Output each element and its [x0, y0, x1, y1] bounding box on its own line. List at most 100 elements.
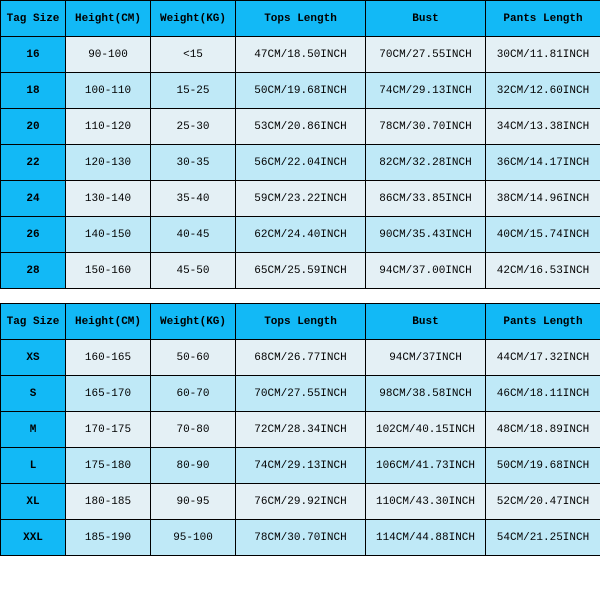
cell-weight: 50-60	[151, 340, 236, 376]
cell-tops: 72CM/28.34INCH	[236, 412, 366, 448]
size-table-1: Tag SizeHeight(CM)Weight(KG)Tops LengthB…	[0, 303, 600, 556]
cell-pants: 44CM/17.32INCH	[486, 340, 600, 376]
cell-tag: 24	[1, 181, 66, 217]
cell-bust: 82CM/32.28INCH	[366, 145, 486, 181]
table-row: L175-18080-9074CM/29.13INCH106CM/41.73IN…	[1, 448, 600, 484]
table-row: 1690-100<1547CM/18.50INCH70CM/27.55INCH3…	[1, 37, 600, 73]
cell-tag: XS	[1, 340, 66, 376]
cell-bust: 110CM/43.30INCH	[366, 484, 486, 520]
cell-height: 130-140	[66, 181, 151, 217]
table-row: 28150-16045-5065CM/25.59INCH94CM/37.00IN…	[1, 253, 600, 289]
cell-pants: 46CM/18.11INCH	[486, 376, 600, 412]
cell-tag: XXL	[1, 520, 66, 556]
cell-weight: 90-95	[151, 484, 236, 520]
cell-height: 160-165	[66, 340, 151, 376]
cell-tag: 20	[1, 109, 66, 145]
cell-weight: 60-70	[151, 376, 236, 412]
cell-tops: 53CM/20.86INCH	[236, 109, 366, 145]
cell-pants: 34CM/13.38INCH	[486, 109, 600, 145]
table-gap	[0, 289, 600, 303]
cell-tag: 28	[1, 253, 66, 289]
cell-weight: 70-80	[151, 412, 236, 448]
cell-pants: 54CM/21.25INCH	[486, 520, 600, 556]
cell-bust: 98CM/38.58INCH	[366, 376, 486, 412]
cell-tops: 70CM/27.55INCH	[236, 376, 366, 412]
column-header-pants: Pants Length	[486, 1, 600, 37]
cell-pants: 40CM/15.74INCH	[486, 217, 600, 253]
cell-weight: 15-25	[151, 73, 236, 109]
cell-tag: 18	[1, 73, 66, 109]
column-header-tops: Tops Length	[236, 1, 366, 37]
table-row: M170-17570-8072CM/28.34INCH102CM/40.15IN…	[1, 412, 600, 448]
table-row: 20110-12025-3053CM/20.86INCH78CM/30.70IN…	[1, 109, 600, 145]
table-row: XXL185-19095-10078CM/30.70INCH114CM/44.8…	[1, 520, 600, 556]
cell-bust: 74CM/29.13INCH	[366, 73, 486, 109]
size-table-0: Tag SizeHeight(CM)Weight(KG)Tops LengthB…	[0, 0, 600, 289]
cell-bust: 86CM/33.85INCH	[366, 181, 486, 217]
table-header-row: Tag SizeHeight(CM)Weight(KG)Tops LengthB…	[1, 1, 600, 37]
cell-tops: 76CM/29.92INCH	[236, 484, 366, 520]
table-row: S165-17060-7070CM/27.55INCH98CM/38.58INC…	[1, 376, 600, 412]
cell-height: 110-120	[66, 109, 151, 145]
cell-tops: 50CM/19.68INCH	[236, 73, 366, 109]
cell-pants: 38CM/14.96INCH	[486, 181, 600, 217]
cell-weight: 40-45	[151, 217, 236, 253]
cell-height: 170-175	[66, 412, 151, 448]
cell-tag: 16	[1, 37, 66, 73]
size-chart-container: Tag SizeHeight(CM)Weight(KG)Tops LengthB…	[0, 0, 600, 556]
cell-weight: 30-35	[151, 145, 236, 181]
cell-pants: 48CM/18.89INCH	[486, 412, 600, 448]
column-header-weight: Weight(KG)	[151, 304, 236, 340]
cell-tag: 26	[1, 217, 66, 253]
table-row: 22120-13030-3556CM/22.04INCH82CM/32.28IN…	[1, 145, 600, 181]
cell-height: 165-170	[66, 376, 151, 412]
cell-bust: 102CM/40.15INCH	[366, 412, 486, 448]
cell-weight: 80-90	[151, 448, 236, 484]
cell-bust: 90CM/35.43INCH	[366, 217, 486, 253]
cell-pants: 32CM/12.60INCH	[486, 73, 600, 109]
cell-bust: 94CM/37INCH	[366, 340, 486, 376]
cell-weight: <15	[151, 37, 236, 73]
cell-height: 120-130	[66, 145, 151, 181]
cell-tops: 78CM/30.70INCH	[236, 520, 366, 556]
table-row: XS160-16550-6068CM/26.77INCH94CM/37INCH4…	[1, 340, 600, 376]
cell-bust: 94CM/37.00INCH	[366, 253, 486, 289]
cell-bust: 114CM/44.88INCH	[366, 520, 486, 556]
cell-pants: 42CM/16.53INCH	[486, 253, 600, 289]
cell-height: 175-180	[66, 448, 151, 484]
cell-bust: 106CM/41.73INCH	[366, 448, 486, 484]
cell-weight: 95-100	[151, 520, 236, 556]
column-header-height: Height(CM)	[66, 304, 151, 340]
cell-height: 100-110	[66, 73, 151, 109]
column-header-tops: Tops Length	[236, 304, 366, 340]
cell-tops: 47CM/18.50INCH	[236, 37, 366, 73]
cell-weight: 45-50	[151, 253, 236, 289]
cell-bust: 70CM/27.55INCH	[366, 37, 486, 73]
column-header-weight: Weight(KG)	[151, 1, 236, 37]
cell-tops: 62CM/24.40INCH	[236, 217, 366, 253]
cell-pants: 52CM/20.47INCH	[486, 484, 600, 520]
cell-height: 185-190	[66, 520, 151, 556]
column-header-tag: Tag Size	[1, 1, 66, 37]
cell-tag: XL	[1, 484, 66, 520]
cell-pants: 36CM/14.17INCH	[486, 145, 600, 181]
column-header-pants: Pants Length	[486, 304, 600, 340]
cell-tag: 22	[1, 145, 66, 181]
cell-tag: M	[1, 412, 66, 448]
cell-tops: 65CM/25.59INCH	[236, 253, 366, 289]
table-row: 24130-14035-4059CM/23.22INCH86CM/33.85IN…	[1, 181, 600, 217]
cell-weight: 35-40	[151, 181, 236, 217]
column-header-bust: Bust	[366, 1, 486, 37]
cell-tops: 68CM/26.77INCH	[236, 340, 366, 376]
cell-pants: 50CM/19.68INCH	[486, 448, 600, 484]
table-row: 26140-15040-4562CM/24.40INCH90CM/35.43IN…	[1, 217, 600, 253]
cell-height: 180-185	[66, 484, 151, 520]
table-row: XL180-18590-9576CM/29.92INCH110CM/43.30I…	[1, 484, 600, 520]
table-header-row: Tag SizeHeight(CM)Weight(KG)Tops LengthB…	[1, 304, 600, 340]
cell-tag: L	[1, 448, 66, 484]
cell-height: 90-100	[66, 37, 151, 73]
cell-pants: 30CM/11.81INCH	[486, 37, 600, 73]
column-header-height: Height(CM)	[66, 1, 151, 37]
cell-tops: 56CM/22.04INCH	[236, 145, 366, 181]
cell-tops: 74CM/29.13INCH	[236, 448, 366, 484]
